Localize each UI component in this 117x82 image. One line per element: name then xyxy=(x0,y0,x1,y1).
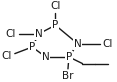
Text: Cl: Cl xyxy=(50,1,61,11)
Text: P: P xyxy=(52,20,58,30)
Text: Cl: Cl xyxy=(103,39,113,49)
Text: Cl: Cl xyxy=(5,29,16,39)
Text: P: P xyxy=(66,52,72,62)
Text: N: N xyxy=(35,29,43,39)
Text: Cl: Cl xyxy=(2,51,12,61)
Text: P: P xyxy=(29,42,35,52)
Text: N: N xyxy=(74,39,82,49)
Text: N: N xyxy=(42,52,50,62)
Text: Br: Br xyxy=(62,71,74,81)
